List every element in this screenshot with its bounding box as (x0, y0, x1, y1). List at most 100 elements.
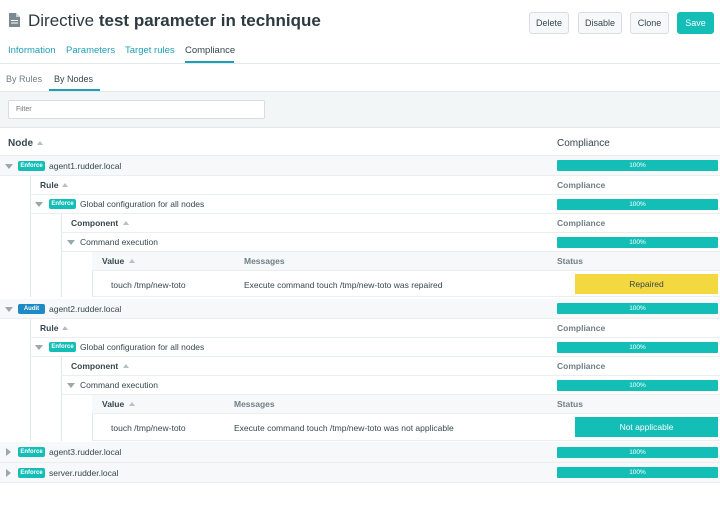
tabs-divider (0, 63, 720, 64)
sort-icon[interactable] (37, 141, 43, 145)
rule-name: Global configuration for all nodes (80, 199, 205, 209)
tree-guide (61, 214, 62, 297)
mode-badge: Enforce (18, 447, 45, 457)
sort-icon[interactable] (123, 364, 129, 368)
expand-caret-icon[interactable] (6, 469, 11, 477)
value-text: touch /tmp/new-toto (111, 423, 186, 433)
node-column-header[interactable]: Node (8, 138, 33, 149)
compliance-bar: 100% (557, 199, 718, 210)
document-icon (9, 13, 20, 27)
directive-header: Directive test parameter in technique De… (0, 0, 720, 64)
status-column-header: Status (557, 256, 583, 266)
messages-column-header: Messages (244, 256, 285, 266)
sort-icon[interactable] (62, 183, 68, 187)
compliance-bar: 100% (557, 447, 718, 458)
page-title: Directive test parameter in technique (28, 11, 321, 31)
node-name: server.rudder.local (49, 468, 119, 478)
rule-header-row: Rule Compliance (30, 176, 720, 195)
directive-tabs: Information Parameters Target rules Comp… (0, 42, 720, 63)
node-name: agent2.rudder.local (49, 304, 122, 314)
node-row[interactable]: Enforce server.rudder.local 100% (0, 463, 720, 483)
compliance-column-header: Compliance (557, 218, 606, 228)
tree-guide (61, 357, 62, 441)
directive-name: test parameter in technique (98, 11, 321, 30)
component-name: Command execution (80, 237, 158, 247)
sort-icon[interactable] (129, 259, 135, 263)
tree-guide (92, 395, 93, 441)
mode-badge: Enforce (18, 468, 45, 478)
tab-compliance[interactable]: Compliance (185, 45, 236, 56)
table-header: Node Compliance (0, 129, 720, 156)
component-name: Command execution (80, 380, 158, 390)
subtab-by-nodes[interactable]: By Nodes (54, 74, 94, 84)
compliance-bar: 100% (557, 380, 718, 391)
expand-caret-icon[interactable] (67, 240, 75, 245)
expand-caret-icon[interactable] (35, 345, 43, 350)
tree-guide (30, 176, 31, 297)
sort-icon[interactable] (123, 221, 129, 225)
mode-badge: Enforce (49, 199, 76, 209)
mode-badge: Audit (18, 304, 45, 314)
message-text: Execute command touch /tmp/new-toto was … (244, 280, 443, 290)
node-name: agent3.rudder.local (49, 447, 122, 457)
rule-column-header[interactable]: Rule (40, 323, 59, 333)
node-row[interactable]: Enforce agent1.rudder.local 100% (0, 156, 720, 176)
messages-column-header: Messages (234, 399, 275, 409)
compliance-bar: 100% (557, 342, 718, 353)
tab-information[interactable]: Information (8, 45, 56, 56)
compliance-column-header[interactable]: Compliance (557, 138, 610, 149)
component-header-row: Component Compliance (61, 214, 720, 233)
rule-row[interactable]: Enforce Global configuration for all nod… (30, 195, 720, 214)
node-row[interactable]: Audit agent2.rudder.local 100% (0, 299, 720, 319)
component-column-header[interactable]: Component (71, 361, 119, 371)
expand-caret-icon[interactable] (5, 307, 13, 312)
rule-name: Global configuration for all nodes (80, 342, 205, 352)
compliance-subtabs: By Rules By Nodes (0, 68, 720, 92)
active-tab-indicator (185, 61, 234, 63)
clone-button[interactable]: Clone (630, 12, 669, 34)
mode-badge: Enforce (18, 161, 45, 171)
rule-header-row: Rule Compliance (30, 319, 720, 338)
expand-caret-icon[interactable] (67, 383, 75, 388)
rule-row[interactable]: Enforce Global configuration for all nod… (30, 338, 720, 357)
value-header-row: Value Messages Status (92, 395, 720, 414)
expand-caret-icon[interactable] (5, 164, 13, 169)
sort-icon[interactable] (62, 326, 68, 330)
expand-caret-icon[interactable] (6, 448, 11, 456)
delete-button[interactable]: Delete (529, 12, 569, 34)
component-column-header[interactable]: Component (71, 218, 119, 228)
tab-target-rules[interactable]: Target rules (125, 45, 175, 56)
expand-caret-icon[interactable] (35, 202, 43, 207)
compliance-bar: 100% (557, 467, 718, 478)
value-column-header[interactable]: Value (102, 256, 125, 266)
component-row[interactable]: Command execution 100% (61, 233, 720, 252)
filter-input[interactable] (8, 100, 265, 119)
node-name: agent1.rudder.local (49, 161, 122, 171)
compliance-column-header: Compliance (557, 361, 606, 371)
node-row[interactable]: Enforce agent3.rudder.local 100% (0, 442, 720, 463)
value-row: touch /tmp/new-toto Execute command touc… (92, 414, 720, 441)
tree-guide (30, 319, 31, 441)
tree-guide (92, 252, 93, 297)
mode-badge: Enforce (49, 342, 76, 352)
compliance-bar: 100% (557, 160, 718, 171)
title-prefix: Directive (28, 11, 95, 30)
status-column-header: Status (557, 399, 583, 409)
value-text: touch /tmp/new-toto (111, 280, 186, 290)
subtab-by-rules[interactable]: By Rules (6, 74, 43, 84)
component-header-row: Component Compliance (61, 357, 720, 376)
status-badge: Repaired (575, 274, 718, 294)
value-row: touch /tmp/new-toto Execute command touc… (92, 271, 720, 297)
rule-column-header[interactable]: Rule (40, 180, 59, 190)
status-badge: Not applicable (575, 417, 718, 437)
component-row[interactable]: Command execution 100% (61, 376, 720, 395)
filter-toolbar (0, 91, 720, 128)
compliance-column-header: Compliance (557, 180, 606, 190)
value-column-header[interactable]: Value (102, 399, 125, 409)
sort-icon[interactable] (129, 402, 135, 406)
disable-button[interactable]: Disable (578, 12, 622, 34)
compliance-bar: 100% (557, 237, 718, 248)
tab-parameters[interactable]: Parameters (66, 45, 116, 56)
message-text: Execute command touch /tmp/new-toto was … (234, 423, 454, 433)
save-button[interactable]: Save (677, 12, 714, 34)
